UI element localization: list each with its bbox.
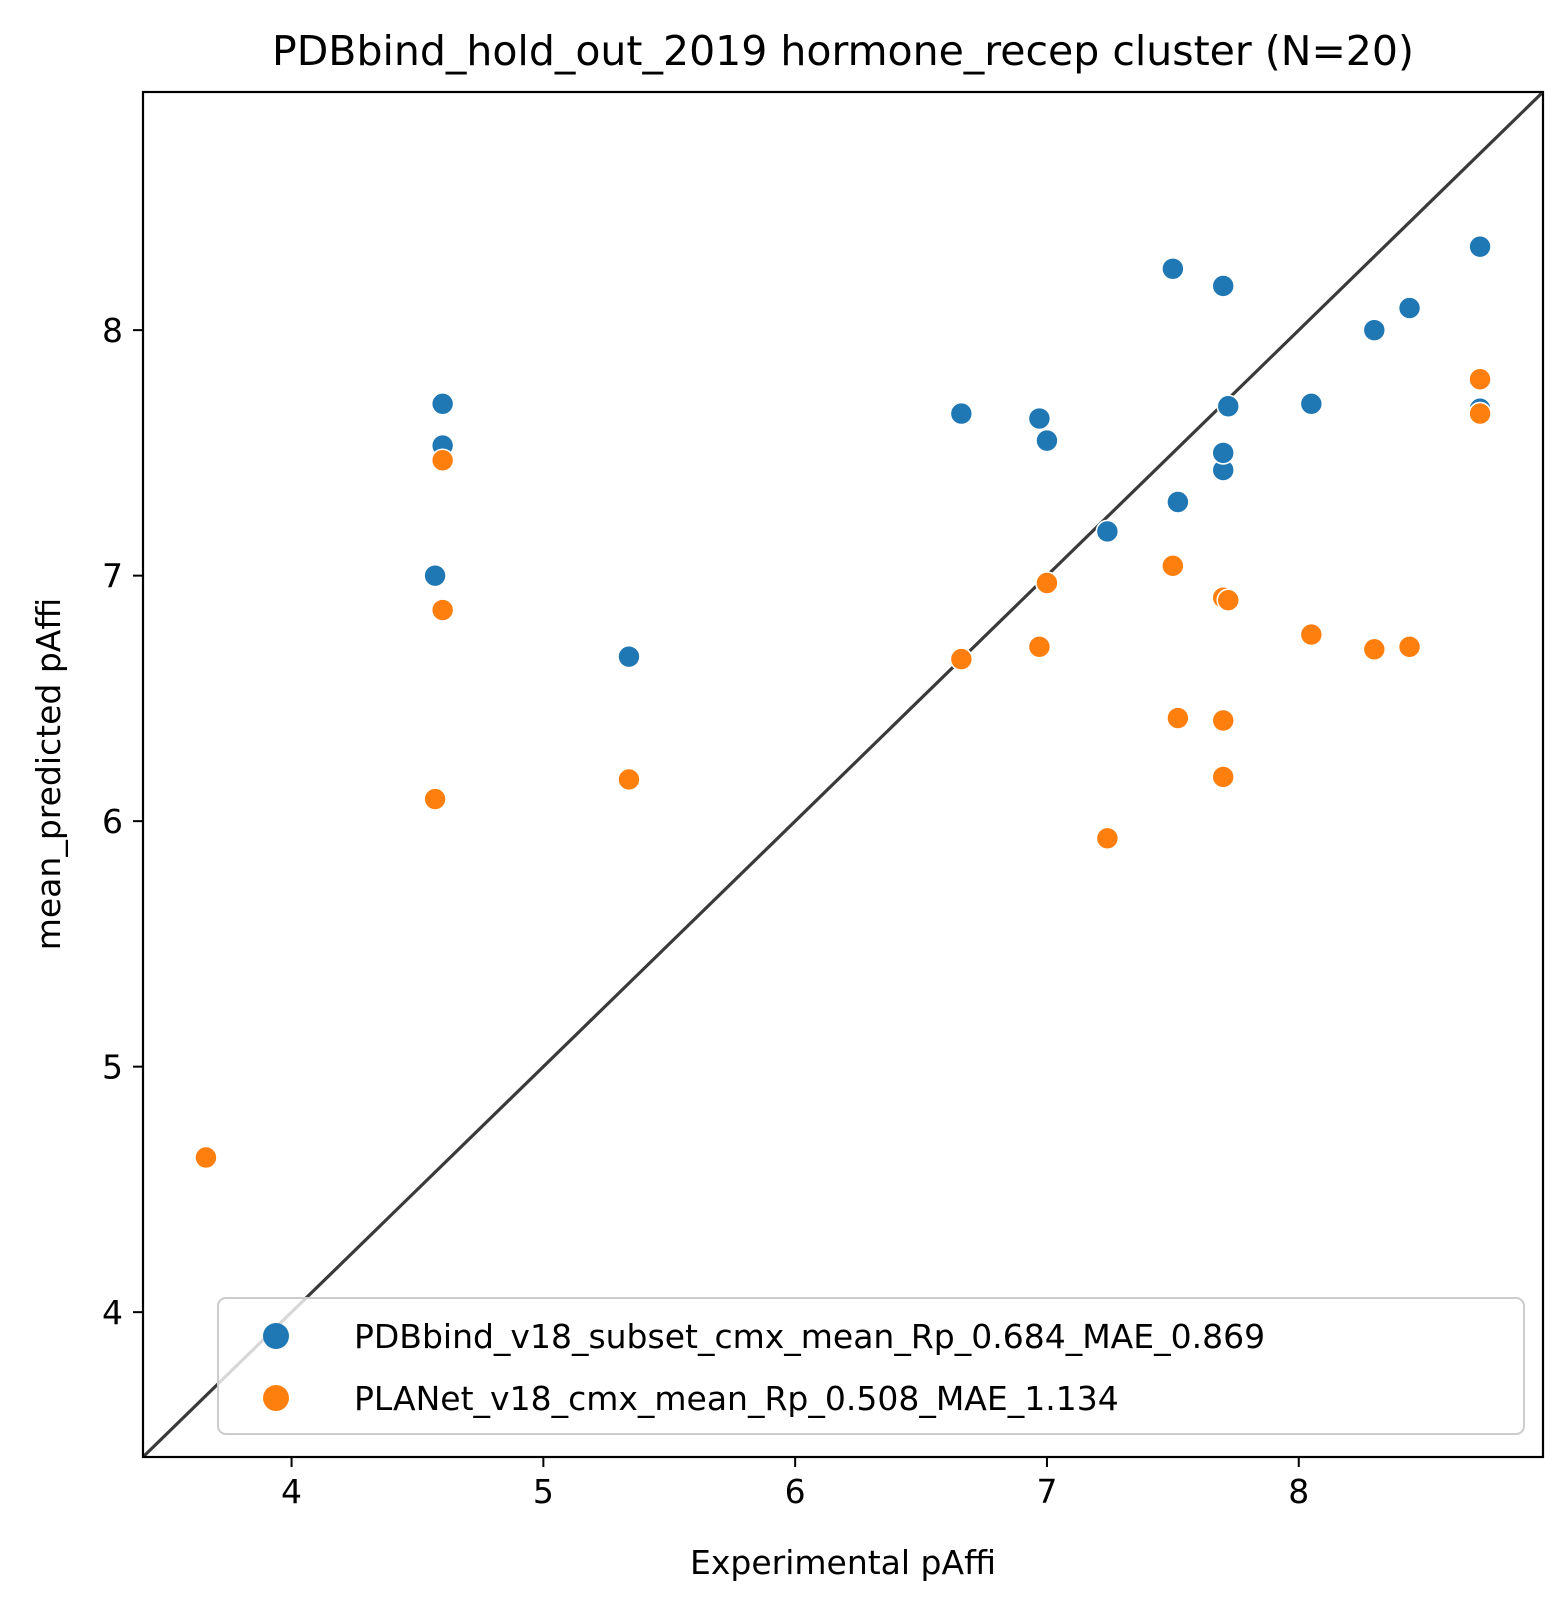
data-point: [1161, 256, 1185, 281]
legend: PDBbind_v18_subset_cmx_mean_Rp_0.684_MAE…: [217, 1297, 1525, 1435]
data-point: [1362, 637, 1387, 662]
data-point: [949, 647, 974, 671]
data-point: [1299, 622, 1324, 647]
data-point: [423, 563, 447, 588]
points-layer: [194, 234, 1492, 1170]
data-point: [1027, 406, 1052, 431]
legend-label-planet: PLANet_v18_cmx_mean_Rp_0.508_MAE_1.134: [354, 1379, 1119, 1418]
data-point: [1035, 571, 1059, 595]
y-tick-label: 4: [102, 1293, 123, 1332]
data-point: [1211, 765, 1236, 789]
data-point: [1095, 519, 1120, 544]
data-point: [1211, 274, 1236, 298]
data-point: [1216, 394, 1241, 419]
x-tick-label: 6: [785, 1472, 806, 1511]
identity-line: [141, 90, 1545, 1459]
y-tick-label: 7: [102, 557, 123, 596]
data-point: [1166, 706, 1190, 730]
data-point: [1211, 708, 1236, 733]
y-axis-label: mean_predicted pAffi: [29, 598, 68, 951]
chart-title: PDBbind_hold_out_2019 hormone_recep clus…: [272, 27, 1414, 75]
identity-line-layer: [141, 90, 1545, 1459]
y-tick-label: 6: [102, 802, 123, 841]
data-point: [1216, 588, 1241, 612]
data-point: [423, 787, 447, 811]
data-point: [949, 401, 974, 426]
data-point: [1468, 401, 1492, 426]
x-tick-label: 4: [281, 1472, 302, 1511]
data-point: [430, 448, 455, 473]
y-tick-label: 5: [102, 1048, 123, 1087]
x-axis-label: Experimental pAffi: [690, 1543, 996, 1582]
x-tick-label: 5: [533, 1472, 554, 1511]
data-point: [430, 598, 455, 622]
data-point: [617, 644, 641, 669]
data-point: [1362, 318, 1387, 342]
x-tick-label: 8: [1288, 1472, 1309, 1511]
data-point: [1397, 635, 1422, 659]
legend-label-pdbbind: PDBbind_v18_subset_cmx_mean_Rp_0.684_MAE…: [354, 1317, 1265, 1356]
legend-marker-pdbbind: [263, 1323, 289, 1349]
y-tick-label: 8: [102, 311, 123, 350]
y-axis-ticks: 4 5 6 7 8: [102, 311, 143, 1332]
data-point: [1095, 826, 1120, 851]
data-point: [430, 391, 455, 416]
series-1: [194, 367, 1492, 1170]
x-axis-ticks: 4 5 6 7 8: [281, 1457, 1309, 1511]
data-point: [1299, 391, 1324, 416]
data-point: [1166, 490, 1190, 514]
plot-area-frame: [141, 90, 1545, 1459]
data-point: [1211, 441, 1236, 465]
x-tick-label: 7: [1036, 1472, 1057, 1511]
legend-marker-planet: [263, 1385, 289, 1411]
data-point: [1035, 428, 1059, 453]
data-point: [1027, 635, 1052, 659]
data-point: [617, 767, 641, 792]
data-point: [1161, 554, 1185, 578]
legend-box: [217, 1297, 1525, 1435]
data-point: [1468, 234, 1492, 259]
data-point: [1397, 296, 1422, 320]
data-point: [1468, 367, 1492, 392]
data-point: [194, 1145, 218, 1170]
